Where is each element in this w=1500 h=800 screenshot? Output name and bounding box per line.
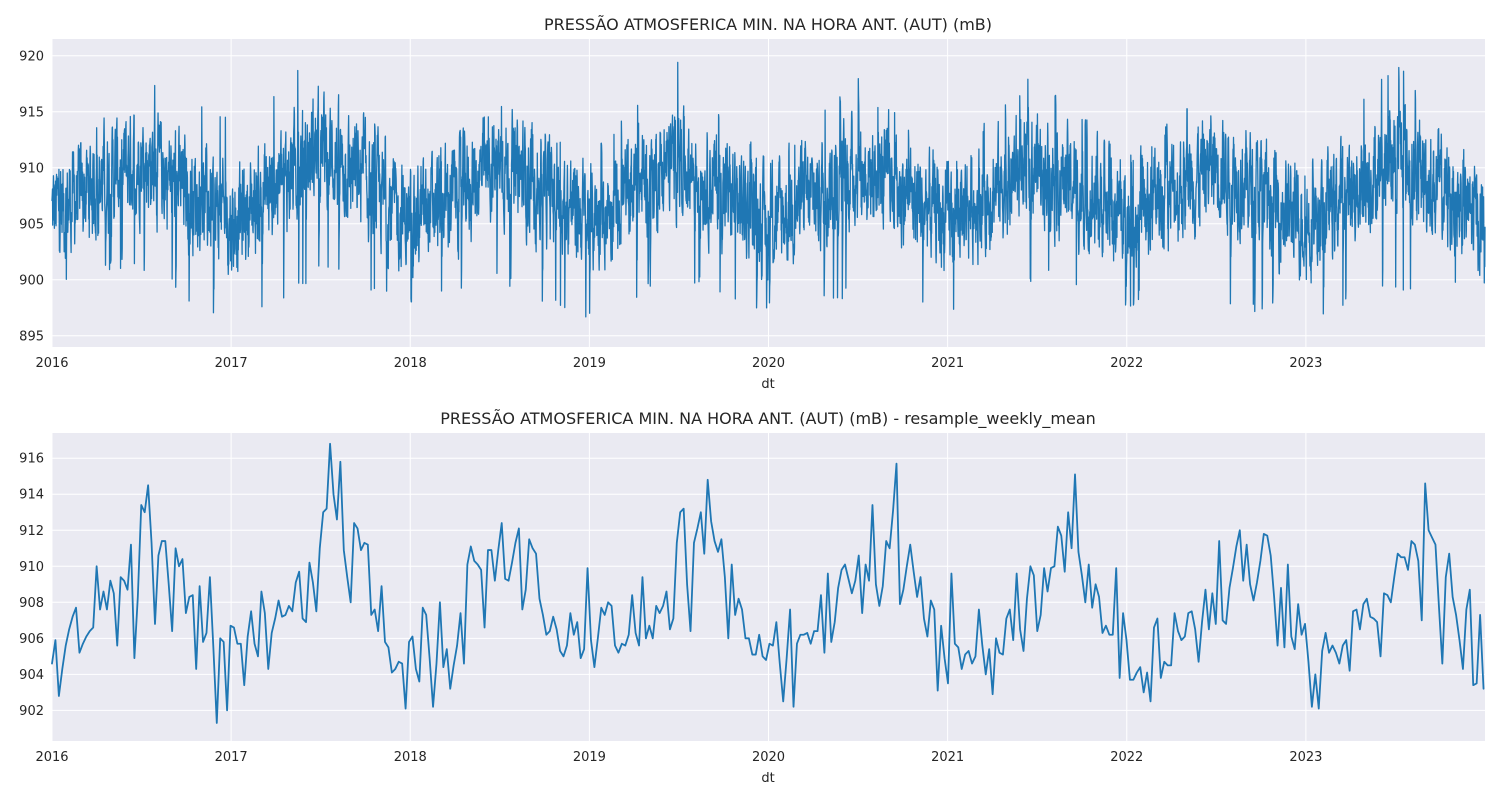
series-line [51,61,1486,318]
x-tick-label: 2019 [573,356,606,371]
x-tick-label: 2018 [394,750,427,765]
series-line-weekly [51,442,1485,724]
chart-title: PRESSÃO ATMOSFERICA MIN. NA HORA ANT. (A… [544,15,992,34]
y-tick-label: 906 [19,632,44,647]
y-tick-labels: 895 900 905 910 915 920 [19,49,44,344]
y-tick-label: 920 [19,49,44,64]
y-tick-label: 915 [19,105,44,120]
series-line-hourly [51,61,1486,318]
y-tick-label: 912 [19,524,44,539]
x-tick-label: 2016 [35,750,68,765]
x-tick-labels: 2016 2017 2018 2019 2020 2021 2022 2023 [35,750,1322,765]
y-tick-label: 905 [19,217,44,232]
chart-hourly-pressure: PRESSÃO ATMOSFERICA MIN. NA HORA ANT. (A… [19,15,1486,392]
x-tick-label: 2022 [1110,356,1143,371]
y-tick-label: 895 [19,329,44,344]
x-tick-label: 2016 [35,356,68,371]
x-tick-label: 2017 [215,356,248,371]
y-tick-label: 910 [19,560,44,575]
x-tick-label: 2021 [931,356,964,371]
y-tick-label: 908 [19,596,44,611]
x-tick-label: 2019 [573,750,606,765]
x-tick-label: 2021 [931,750,964,765]
y-tick-label: 916 [19,452,44,467]
chart-title: PRESSÃO ATMOSFERICA MIN. NA HORA ANT. (A… [440,409,1096,429]
x-tick-label: 2020 [752,750,785,765]
x-tick-label: 2018 [394,356,427,371]
y-tick-label: 914 [19,488,44,503]
y-tick-label: 910 [19,161,44,176]
x-tick-labels: 2016 2017 2018 2019 2020 2021 2022 2023 [35,356,1322,371]
x-tick-label: 2017 [215,750,248,765]
x-tick-label: 2020 [752,356,785,371]
y-tick-label: 902 [19,704,44,719]
x-tick-label: 2022 [1110,750,1143,765]
series-line [51,442,1485,724]
x-axis-label: dt [761,771,774,786]
x-tick-label: 2023 [1289,750,1322,765]
gridlines [51,433,1485,741]
y-tick-label: 900 [19,273,44,288]
x-axis-label: dt [761,377,774,392]
x-tick-label: 2023 [1289,356,1322,371]
y-tick-label: 904 [19,668,44,683]
chart-weekly-mean: PRESSÃO ATMOSFERICA MIN. NA HORA ANT. (A… [19,409,1485,786]
y-tick-labels: 902 904 906 908 910 912 914 916 [19,452,44,719]
